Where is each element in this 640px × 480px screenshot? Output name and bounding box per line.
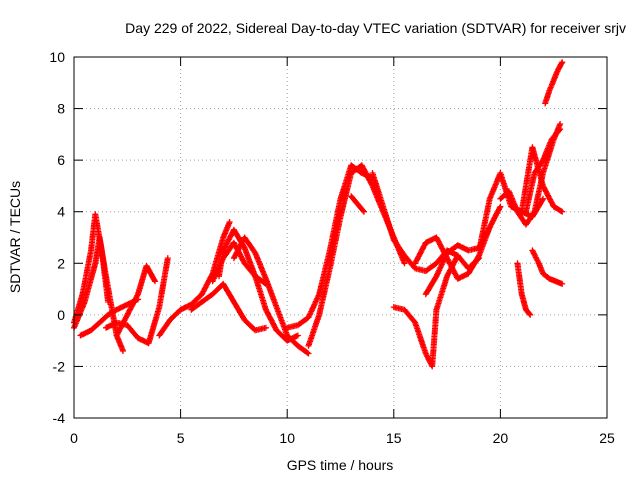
y-tick-label: 0: [57, 307, 65, 323]
series-track-6: [156, 219, 233, 339]
data-point-markers: [390, 252, 461, 370]
x-tick-label: 25: [599, 430, 615, 446]
data-point-markers: [523, 126, 564, 215]
x-tick-label: 0: [70, 430, 78, 446]
series-track-20: [518, 144, 566, 215]
data-point-markers: [348, 193, 367, 215]
x-tick-label: 15: [386, 430, 402, 446]
series-track-22: [529, 247, 566, 287]
y-tick-label: 4: [57, 204, 65, 220]
series-track-23: [542, 59, 566, 107]
series-track-15: [390, 252, 461, 370]
chart-title: Day 229 of 2022, Sidereal Day-to-day VTE…: [125, 20, 626, 36]
x-axis-label: GPS time / hours: [287, 457, 394, 473]
y-tick-label: 8: [57, 101, 65, 117]
y-axis-label: SDTVAR / TECUs: [7, 181, 23, 293]
data-point-markers: [230, 234, 312, 357]
series-track-21: [514, 260, 534, 318]
series-track-9: [230, 234, 312, 357]
series-track-24: [523, 126, 564, 215]
y-tick-label: 10: [49, 49, 65, 65]
y-tick-label: 6: [57, 152, 65, 168]
axis-ticks: [73, 56, 608, 419]
data-point-markers: [529, 247, 566, 287]
data-point-markers: [209, 239, 269, 287]
plot-frame: [73, 56, 608, 419]
series-track-4: [103, 255, 171, 347]
y-tick-label: -4: [53, 410, 66, 426]
data-point-markers: [542, 59, 566, 107]
series-track-5: [113, 262, 158, 339]
data-point-markers: [103, 255, 171, 347]
data-point-markers: [514, 260, 534, 318]
data-point-markers: [518, 144, 566, 215]
series-track-7: [188, 280, 269, 334]
y-tick-label: 2: [57, 255, 65, 271]
x-tick-label: 20: [493, 430, 509, 446]
data-point-markers: [188, 280, 269, 334]
data-point-markers: [156, 219, 233, 339]
x-tick-label: 5: [177, 430, 185, 446]
x-tick-label: 10: [279, 430, 295, 446]
tick-labels: 0 5 10 15 20 25 -4 -2 0 2 4 6 8 10: [49, 49, 615, 446]
y-tick-label: -2: [53, 358, 66, 374]
data-point-markers: [113, 262, 158, 339]
series-track-13: [348, 193, 367, 215]
series-track-10: [209, 239, 269, 287]
